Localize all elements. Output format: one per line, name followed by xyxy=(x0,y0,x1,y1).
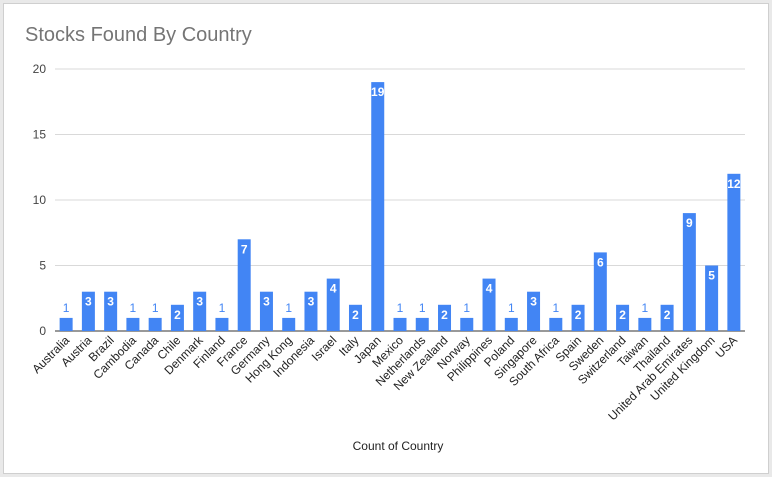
data-label: 3 xyxy=(196,295,203,309)
data-label: 1 xyxy=(285,301,292,315)
data-label: 19 xyxy=(371,85,385,99)
x-axis-title: Count of Country xyxy=(353,439,444,453)
data-label: 9 xyxy=(686,216,693,230)
bar xyxy=(549,317,563,331)
data-label: 1 xyxy=(63,301,70,315)
data-label: 1 xyxy=(463,301,470,315)
bar xyxy=(638,317,652,331)
y-tick-label: 5 xyxy=(39,259,46,273)
data-label: 3 xyxy=(263,295,270,309)
bar xyxy=(504,317,518,331)
data-label: 3 xyxy=(530,295,537,309)
gridlines xyxy=(55,68,745,332)
data-label: 2 xyxy=(619,308,626,322)
data-label: 6 xyxy=(597,255,604,269)
chart-container xyxy=(3,3,769,474)
bar xyxy=(415,317,429,331)
bar xyxy=(193,291,207,331)
bar xyxy=(616,304,630,331)
bar xyxy=(682,213,696,331)
chart-title: Stocks Found By Country xyxy=(25,24,252,46)
bar xyxy=(104,291,118,331)
bar xyxy=(705,265,719,331)
data-label: 1 xyxy=(641,301,648,315)
bar xyxy=(126,317,140,331)
data-label: 5 xyxy=(708,269,715,283)
bar xyxy=(727,173,741,331)
data-label: 2 xyxy=(575,308,582,322)
data-label: 2 xyxy=(664,308,671,322)
bar xyxy=(148,317,162,331)
data-label: 4 xyxy=(330,282,337,296)
bar xyxy=(259,291,273,331)
bar xyxy=(215,317,229,331)
data-label: 1 xyxy=(419,301,426,315)
x-tick-label: USA xyxy=(713,333,740,360)
data-label: 7 xyxy=(241,242,248,256)
bar xyxy=(460,317,474,331)
data-label: 1 xyxy=(130,301,137,315)
data-label: 2 xyxy=(352,308,359,322)
bar xyxy=(593,252,607,331)
bar xyxy=(326,278,340,331)
data-label: 1 xyxy=(508,301,515,315)
y-tick-label: 15 xyxy=(33,128,47,142)
data-label: 12 xyxy=(727,177,741,191)
bar xyxy=(371,82,385,331)
bar xyxy=(282,317,296,331)
y-axis-ticks: 0 5 10 15 20 xyxy=(33,62,47,338)
x-axis-labels: AustraliaAustriaBrazilCambodiaCanadaChil… xyxy=(29,333,740,424)
bar xyxy=(304,291,318,331)
bar xyxy=(571,304,585,331)
bar xyxy=(81,291,95,331)
data-label: 1 xyxy=(219,301,226,315)
data-label: 3 xyxy=(85,295,92,309)
y-tick-label: 20 xyxy=(33,62,47,76)
bar xyxy=(348,304,362,331)
data-label: 3 xyxy=(107,295,114,309)
bar xyxy=(393,317,407,331)
data-label: 2 xyxy=(441,308,448,322)
data-label: 4 xyxy=(486,282,493,296)
data-label: 1 xyxy=(552,301,559,315)
y-tick-label: 0 xyxy=(39,324,46,338)
bar xyxy=(170,304,184,331)
bar xyxy=(660,304,674,331)
bar xyxy=(59,317,73,331)
data-label: 1 xyxy=(152,301,159,315)
data-label: 3 xyxy=(308,295,315,309)
bar xyxy=(438,304,452,331)
x-tick-label: Israel xyxy=(309,333,340,364)
data-label: 2 xyxy=(174,308,181,322)
bar xyxy=(482,278,496,331)
y-tick-label: 10 xyxy=(33,193,47,207)
bar xyxy=(527,291,541,331)
data-label: 1 xyxy=(397,301,404,315)
bar xyxy=(237,239,251,331)
